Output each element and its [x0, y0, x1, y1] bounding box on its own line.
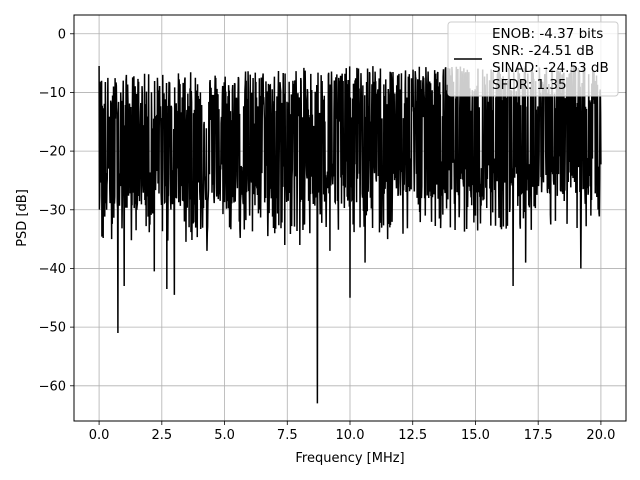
legend: ENOB: -4.37 bits SNR: -24.51 dB SINAD: -…: [447, 21, 619, 97]
plot-area: [98, 66, 602, 404]
legend-box: [447, 21, 619, 97]
y-tick-label: −20: [39, 145, 66, 160]
x-tick-label: 5.0: [214, 428, 235, 443]
legend-entry-sinad: SINAD: -24.53 dB: [492, 60, 609, 76]
x-tick-label: 0.0: [89, 428, 110, 443]
legend-entry-snr: SNR: -24.51 dB: [492, 43, 594, 59]
x-tick-label: 15.0: [461, 428, 490, 443]
y-axis-label: PSD [dB]: [15, 189, 30, 247]
x-tick-label: 17.5: [524, 428, 553, 443]
x-tick-label: 7.5: [277, 428, 298, 443]
legend-entry-enob: ENOB: -4.37 bits: [492, 26, 603, 42]
psd-series-line: [98, 66, 602, 404]
y-tick-label: −50: [39, 321, 66, 336]
y-tick-label: 0: [58, 27, 66, 42]
y-tick-label: −10: [39, 86, 66, 101]
x-axis-label: Frequency [MHz]: [295, 451, 404, 466]
x-tick-label: 2.5: [151, 428, 172, 443]
x-tick-label: 10.0: [336, 428, 365, 443]
x-tick-label: 12.5: [398, 428, 427, 443]
x-axis-ticks: 0.0 2.5 5.0 7.5 10.0 12.5 15.0 17.5 20.0: [89, 421, 615, 443]
y-tick-label: −40: [39, 262, 66, 277]
x-tick-label: 20.0: [586, 428, 615, 443]
y-axis-ticks: 0 −10 −20 −30 −40 −50 −60: [39, 27, 74, 394]
legend-entry-sfdr: SFDR: 1.35: [492, 77, 567, 93]
y-tick-label: −60: [39, 379, 66, 394]
y-tick-label: −30: [39, 203, 66, 218]
